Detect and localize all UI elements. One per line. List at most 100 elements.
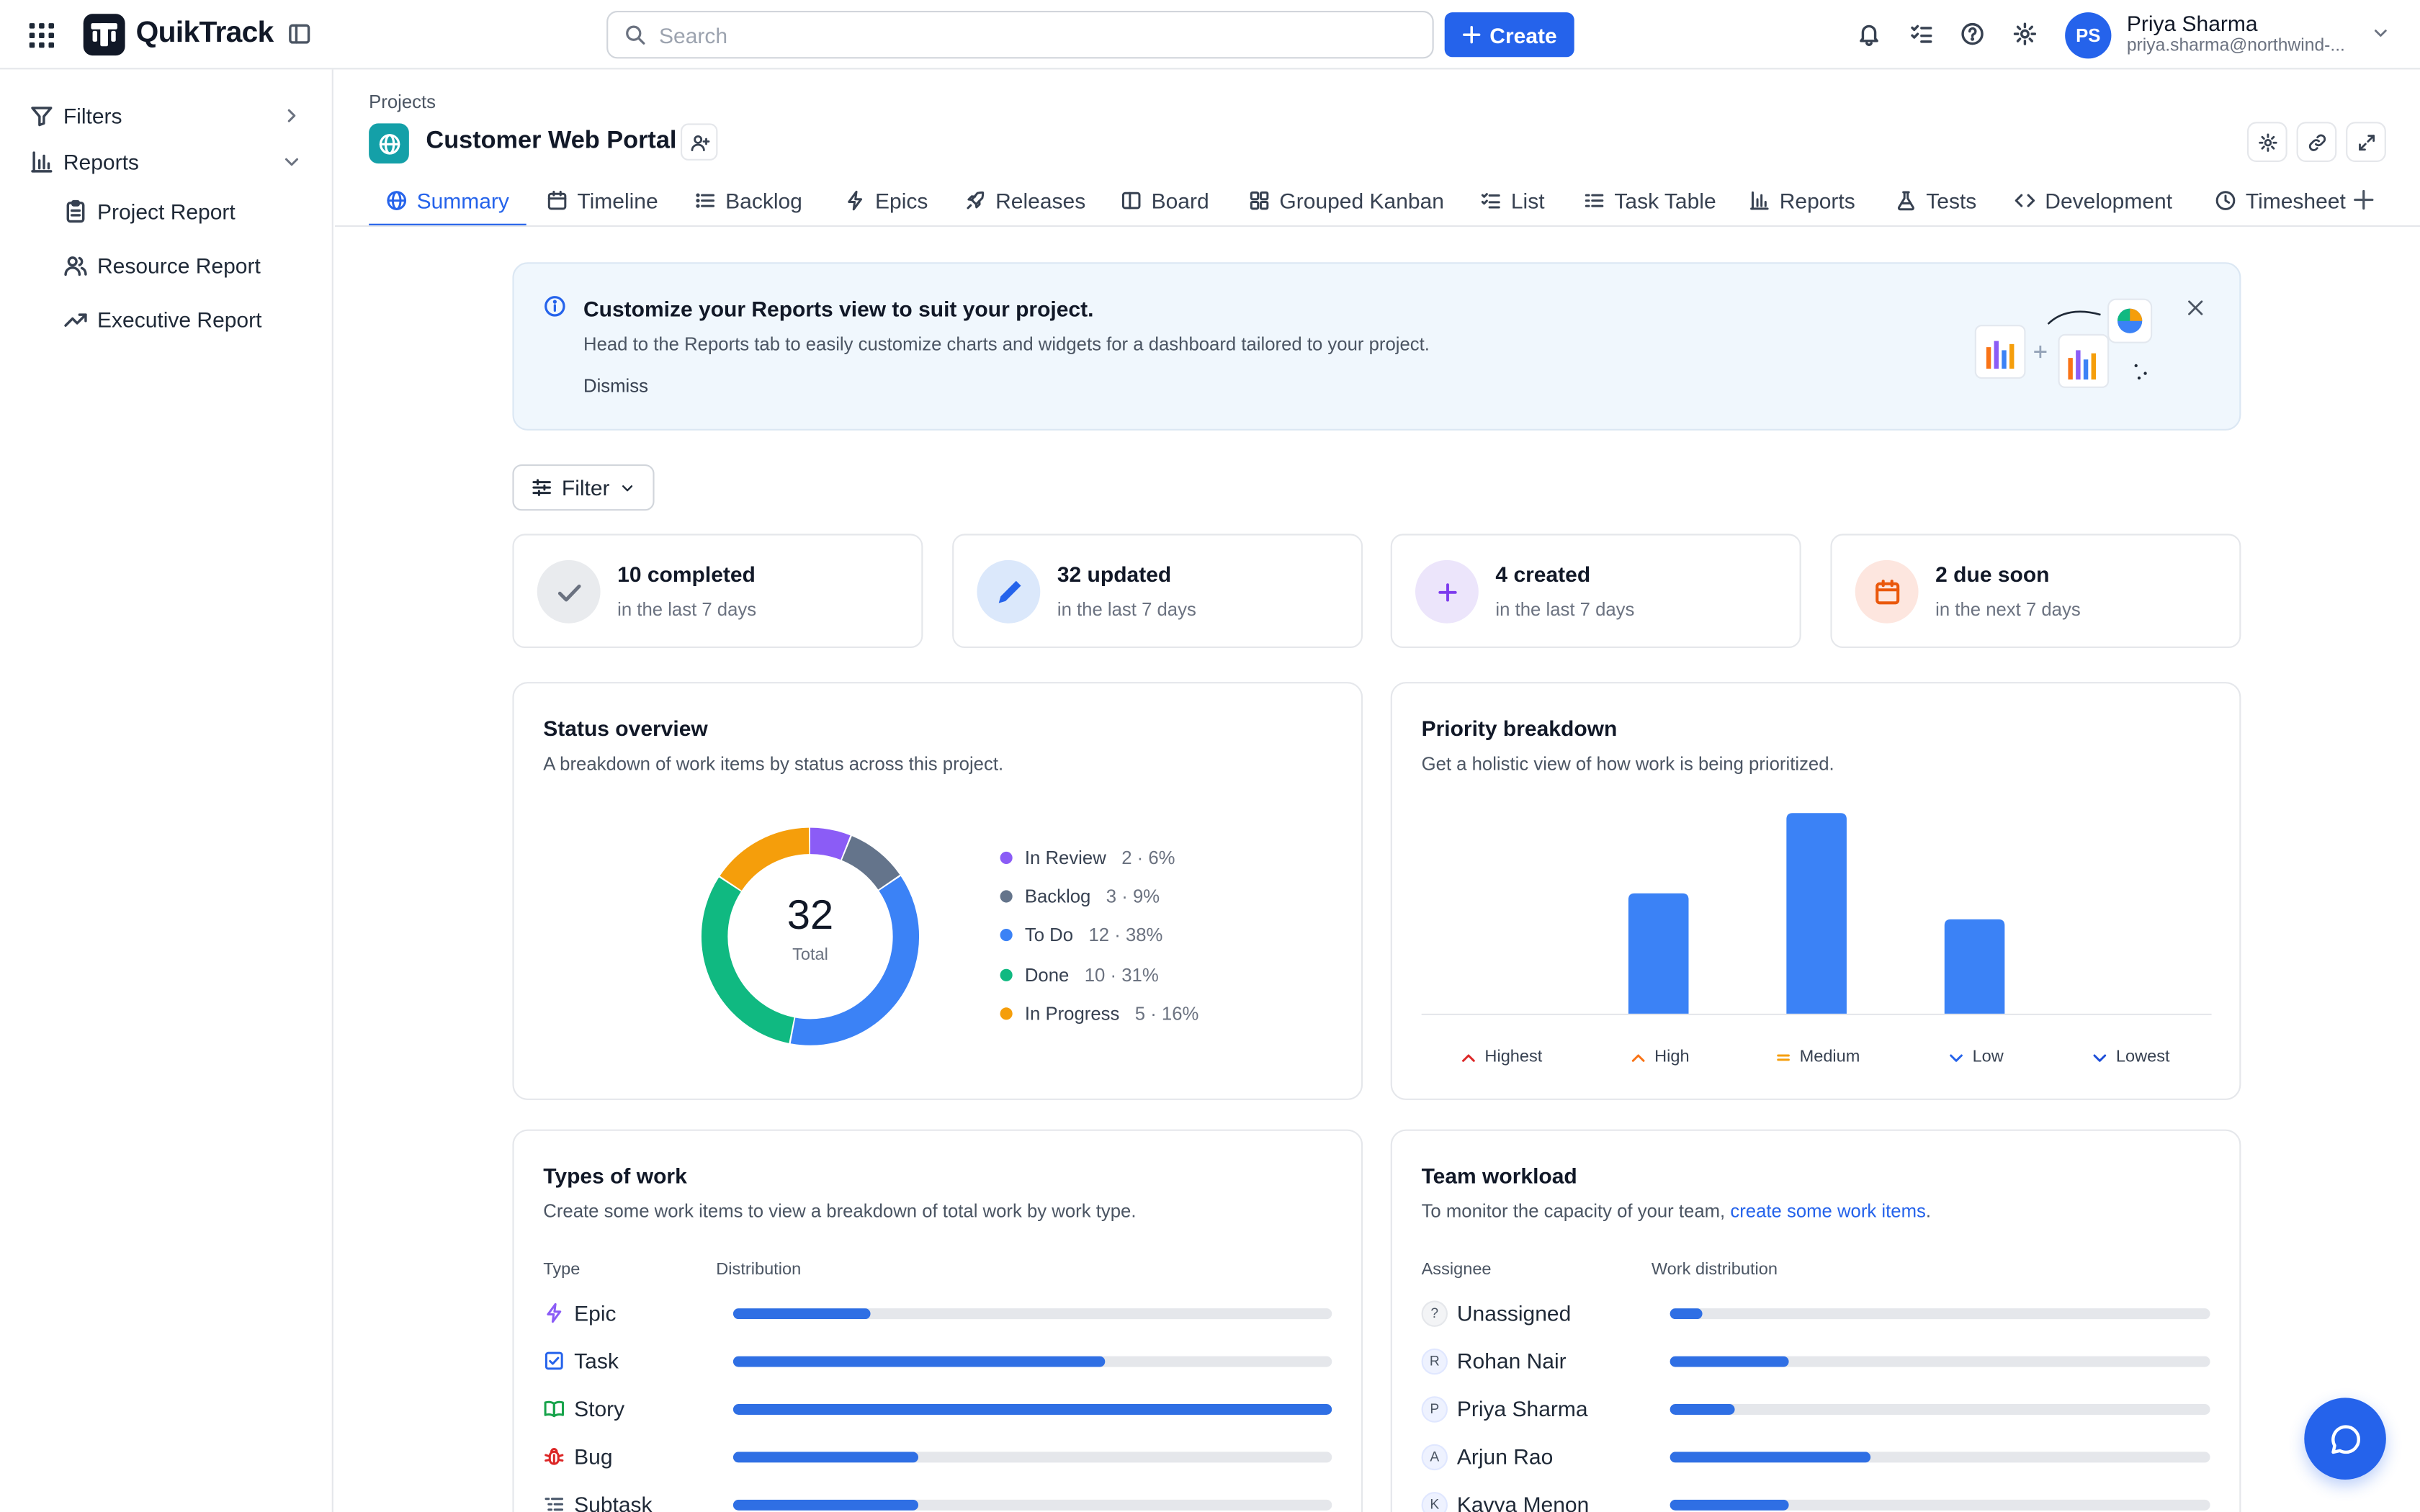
work-type-label: Bug	[574, 1444, 613, 1469]
work-type-row[interactable]: Bug	[543, 1443, 613, 1471]
donut-slice-in-review[interactable]	[701, 827, 920, 1045]
calendar-icon	[547, 190, 567, 210]
tab-summary[interactable]: Summary	[369, 174, 526, 227]
status-overview-panel: Status overview A breakdown of work item…	[512, 682, 1363, 1100]
work-type-row[interactable]: Task	[543, 1347, 619, 1375]
legend-meta: 10 · 31%	[1084, 964, 1159, 986]
workload-track	[1670, 1403, 2210, 1415]
task-list-icon[interactable]	[1909, 22, 1934, 46]
copy-link-button[interactable]	[2296, 122, 2337, 162]
search-icon	[626, 25, 645, 45]
tab-board[interactable]: Board	[1121, 174, 1209, 227]
panel-title: Types of work	[543, 1163, 687, 1188]
assignee-row[interactable]: A Arjun Rao	[1421, 1443, 1553, 1471]
stat-card-created[interactable]: 4 created in the last 7 days	[1390, 534, 1801, 648]
sidebar-item-resource-report[interactable]: Resource Report	[0, 242, 332, 288]
assignee-row[interactable]: K Kavya Menon	[1421, 1490, 1589, 1512]
user-avatar[interactable]: PS	[2065, 12, 2112, 59]
work-type-row[interactable]: Epic	[543, 1299, 617, 1327]
workload-track	[1670, 1356, 2210, 1367]
filter-button[interactable]: Filter	[512, 464, 655, 511]
breadcrumb[interactable]: Projects	[369, 91, 436, 113]
legend-item[interactable]: In Review 2 · 6%	[1000, 845, 1175, 870]
legend-meta: 12 · 38%	[1088, 924, 1163, 946]
status-donut-chart	[701, 827, 920, 1045]
tab-epics[interactable]: Epics	[844, 174, 928, 227]
banner-title: Customize your Reports view to suit your…	[583, 296, 1094, 321]
assignee-avatar: P	[1421, 1395, 1448, 1422]
tab-development[interactable]: Development	[2014, 174, 2172, 227]
add-tab-icon[interactable]	[2352, 188, 2375, 211]
legend-item[interactable]: To Do 12 · 38%	[1000, 922, 1163, 947]
distribution-track	[732, 1356, 1332, 1367]
stat-card-updated[interactable]: 32 updated in the last 7 days	[952, 534, 1363, 648]
tab-task-table[interactable]: Task Table	[1584, 174, 1716, 227]
link-icon	[2308, 133, 2326, 150]
add-member-button[interactable]	[681, 123, 718, 161]
assignee-row[interactable]: R Rohan Nair	[1421, 1347, 1567, 1375]
customize-banner: Customize your Reports view to suit your…	[512, 262, 2241, 431]
stat-subtext: in the last 7 days	[617, 598, 757, 621]
app-logo[interactable]	[83, 14, 125, 56]
priority-breakdown-panel: Priority breakdown Get a holistic view o…	[1390, 682, 2241, 1100]
apps-grid-icon[interactable]	[28, 22, 56, 50]
legend-meta: 3 · 9%	[1106, 886, 1160, 907]
legend-item[interactable]: Done 10 · 31%	[1000, 963, 1159, 987]
legend-label: In Review	[1024, 847, 1106, 869]
bar-high[interactable]	[1628, 893, 1689, 1014]
sidebar-item-filters[interactable]: Filters	[0, 93, 332, 139]
close-icon[interactable]	[2185, 298, 2205, 318]
help-icon[interactable]	[1960, 22, 1984, 46]
equals-icon	[1777, 1053, 1790, 1061]
stat-value: 10 completed	[617, 562, 756, 587]
search-input[interactable]	[659, 19, 1400, 51]
sidebar-item-project-report[interactable]: Project Report	[0, 188, 332, 234]
bell-icon[interactable]	[1857, 22, 1881, 46]
settings-icon[interactable]	[2012, 22, 2037, 46]
globe-icon	[387, 191, 407, 210]
bar-chart-icon	[1750, 191, 1769, 210]
fullscreen-button[interactable]	[2346, 122, 2386, 162]
bar-low[interactable]	[1944, 919, 2005, 1014]
assignee-avatar: K	[1421, 1491, 1448, 1512]
priority-label-text: Lowest	[2115, 1048, 2170, 1066]
chat-button[interactable]	[2304, 1398, 2386, 1480]
bar-medium[interactable]	[1786, 813, 1847, 1014]
legend-item[interactable]: Backlog 3 · 9%	[1000, 884, 1160, 909]
settings-icon	[2258, 132, 2277, 151]
donut-slice-to-do[interactable]	[701, 827, 920, 1045]
sidebar-item-reports[interactable]: Reports	[0, 139, 332, 185]
stat-subtext: in the last 7 days	[1495, 598, 1635, 621]
tab-timesheet[interactable]: Timesheet	[2215, 174, 2351, 227]
tab-timeline[interactable]: Timeline	[547, 174, 658, 227]
tab-tests[interactable]: Tests	[1895, 174, 1976, 227]
tab-list[interactable]: List	[1480, 174, 1545, 227]
donut-total-label: Total	[792, 945, 828, 965]
create-work-items-link[interactable]: create some work items	[1730, 1200, 1926, 1223]
tab-grouped-kanban[interactable]: Grouped Kanban	[1249, 174, 1444, 227]
stat-card-completed[interactable]: 10 completed in the last 7 days	[512, 534, 923, 648]
donut-slice-done[interactable]	[701, 827, 920, 1045]
dismiss-button[interactable]: Dismiss	[583, 374, 648, 397]
priority-label-low: Low	[1948, 1045, 2004, 1069]
workload-track	[1670, 1452, 2210, 1463]
work-type-row[interactable]: Subtask	[543, 1490, 653, 1512]
assignee-name: Unassigned	[1456, 1300, 1572, 1326]
legend-item[interactable]: In Progress 5 · 16%	[1000, 1002, 1198, 1026]
work-type-row[interactable]: Story	[543, 1395, 624, 1423]
sidebar-item-executive-report[interactable]: Executive Report	[0, 296, 332, 342]
create-button[interactable]: Create	[1444, 12, 1574, 58]
project-settings-button[interactable]	[2247, 122, 2287, 162]
distribution-track	[732, 1403, 1332, 1415]
tab-reports[interactable]: Reports	[1749, 174, 1855, 227]
sidebar-toggle-icon[interactable]	[287, 22, 312, 46]
stat-card-due-soon[interactable]: 2 due soon in the next 7 days	[1830, 534, 2241, 648]
tab-backlog[interactable]: Backlog	[694, 174, 802, 227]
checkbox-icon	[544, 1351, 563, 1370]
chevron-down-icon[interactable]	[2370, 23, 2390, 43]
column-header-work-distribution: Work distribution	[1651, 1260, 1778, 1279]
assignee-row[interactable]: ? Unassigned	[1421, 1299, 1572, 1327]
reports-illustration-icon	[1974, 298, 2153, 388]
assignee-row[interactable]: P Priya Sharma	[1421, 1395, 1588, 1423]
tab-releases[interactable]: Releases	[964, 174, 1085, 227]
